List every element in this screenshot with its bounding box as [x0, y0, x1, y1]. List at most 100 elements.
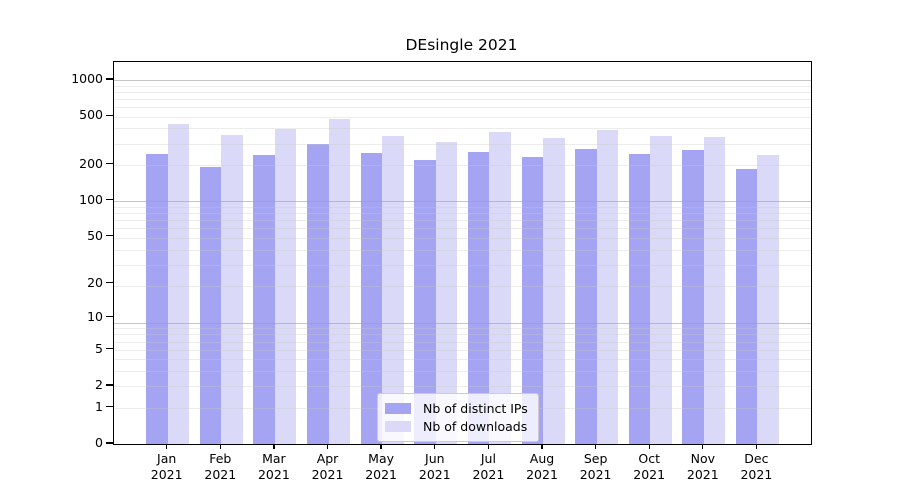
grid-line-minor — [114, 286, 811, 288]
grid-line-minor — [114, 349, 811, 351]
y-tick-mark — [106, 78, 113, 80]
grid-line-major — [114, 322, 811, 324]
y-axis-tick-label: 20 — [87, 274, 103, 290]
legend: Nb of distinct IPs Nb of downloads — [377, 393, 539, 442]
grid-line-minor — [114, 359, 811, 361]
y-tick-mark — [106, 162, 113, 165]
x-tick-mark — [648, 444, 650, 449]
y-tick-mark — [106, 405, 113, 408]
bar-distinct-ips — [521, 156, 543, 444]
legend-item-distinct-ips: Nb of distinct IPs — [385, 400, 528, 417]
bar-downloads — [596, 130, 619, 444]
y-axis-tick-label: 10 — [87, 308, 103, 324]
chart-title: DEsingle 2021 — [405, 36, 518, 54]
y-tick-mark — [106, 281, 113, 284]
grid-line-minor — [114, 91, 811, 93]
bar-downloads — [489, 131, 511, 444]
bar-downloads — [382, 135, 404, 444]
x-axis-tick-label: Jul 2021 — [472, 451, 505, 482]
bar-downloads — [650, 135, 672, 444]
bar-distinct-ips — [253, 155, 275, 444]
y-tick-mark — [106, 347, 113, 350]
x-axis-tick-label: Dec 2021 — [740, 451, 773, 482]
legend-swatch-downloads — [385, 421, 411, 432]
x-tick-mark — [702, 444, 704, 449]
x-tick-mark — [487, 444, 490, 449]
x-tick-mark — [380, 444, 382, 449]
x-tick-mark — [219, 444, 221, 449]
bar-downloads — [435, 141, 458, 444]
bar-distinct-ips — [467, 152, 490, 444]
bar-downloads — [757, 155, 779, 444]
bar-distinct-ips — [360, 153, 383, 444]
legend-swatch-distinct-ips — [385, 403, 411, 414]
grid-line-minor — [114, 143, 811, 145]
bar-distinct-ips — [307, 144, 329, 444]
bar-distinct-ips — [146, 154, 168, 444]
bar-distinct-ips — [628, 153, 651, 444]
y-axis-tick-label: 200 — [79, 155, 103, 171]
x-axis-tick-label: Sep 2021 — [579, 451, 612, 482]
plot-area: Nb of distinct IPs Nb of downloads — [113, 61, 812, 445]
x-axis-tick-label: Mar 2021 — [257, 451, 290, 482]
grid-line-minor — [114, 328, 811, 330]
y-axis-tick-label: 2 — [95, 377, 103, 393]
grid-line-minor — [114, 116, 811, 118]
x-tick-mark — [541, 444, 543, 449]
bar-downloads — [221, 135, 243, 444]
y-tick-mark — [106, 442, 113, 444]
grid-line-minor — [114, 206, 811, 208]
y-axis-tick-label: 50 — [87, 227, 103, 243]
x-axis-tick-label: May 2021 — [365, 451, 397, 482]
grid-line-minor — [114, 228, 811, 230]
legend-label-distinct-ips: Nb of distinct IPs — [423, 401, 528, 416]
grid-line-minor — [114, 106, 811, 108]
x-tick-mark — [273, 444, 275, 449]
y-axis-tick-label: 100 — [79, 191, 103, 207]
y-axis-tick-label: 1 — [95, 398, 103, 414]
bar-downloads — [274, 129, 297, 444]
grid-line-minor — [114, 237, 811, 239]
grid-line-minor — [114, 213, 811, 215]
legend-item-downloads: Nb of downloads — [385, 418, 528, 435]
bar-distinct-ips — [414, 160, 436, 444]
bar-distinct-ips — [575, 149, 597, 444]
bar-distinct-ips — [682, 150, 704, 444]
x-axis-tick-label: Aug 2021 — [526, 451, 558, 482]
grid-line-minor — [114, 98, 811, 100]
x-tick-mark — [594, 444, 597, 449]
grid-line-minor — [114, 128, 811, 130]
grid-line-minor — [114, 220, 811, 222]
bars-layer — [114, 62, 811, 444]
grid-line-minor — [114, 371, 811, 372]
y-axis-tick-label: 0 — [95, 435, 103, 450]
y-tick-mark — [106, 235, 113, 237]
x-tick-mark — [166, 444, 168, 449]
grid-line-minor — [114, 386, 811, 388]
y-axis-tick-label: 500 — [79, 107, 103, 123]
x-tick-mark — [326, 444, 329, 449]
grid-line-minor — [114, 249, 811, 251]
x-axis-tick-label: Apr 2021 — [311, 451, 344, 482]
grid-line-minor — [114, 264, 811, 266]
x-axis-tick-label: Jun 2021 — [418, 451, 451, 482]
grid-layer — [114, 62, 811, 444]
bar-downloads — [167, 124, 190, 444]
y-axis-tick-label: 5 — [95, 340, 103, 356]
y-tick-mark — [106, 199, 113, 201]
bar-downloads — [328, 119, 350, 444]
y-tick-mark — [106, 114, 113, 117]
y-tick-mark — [106, 315, 113, 318]
legend-label-downloads: Nb of downloads — [423, 419, 528, 434]
grid-line-minor — [114, 85, 811, 87]
x-tick-mark — [434, 444, 436, 449]
bar-distinct-ips — [735, 169, 758, 444]
y-axis-tick-label: 1000 — [71, 71, 103, 86]
bar-downloads — [543, 137, 565, 444]
x-axis-tick-label: Oct 2021 — [633, 451, 666, 482]
x-axis-tick-label: Nov 2021 — [686, 451, 719, 482]
grid-line-minor — [114, 334, 811, 336]
grid-line-major — [114, 80, 811, 81]
grid-line-minor — [114, 341, 811, 343]
